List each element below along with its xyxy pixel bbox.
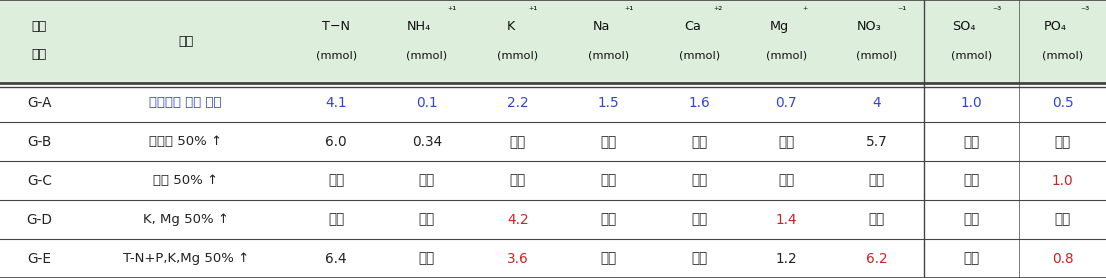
Text: 4.2: 4.2 <box>507 213 529 227</box>
Text: K, Mg 50% ↑: K, Mg 50% ↑ <box>143 213 229 226</box>
Text: 변화: 변화 <box>178 35 194 48</box>
Text: 상동: 상동 <box>328 174 344 188</box>
Text: 총질소 50% ↑: 총질소 50% ↑ <box>149 135 222 148</box>
Text: ⁻³: ⁻³ <box>1081 6 1089 16</box>
Text: 네덜란드 양액 기준: 네덜란드 양액 기준 <box>149 96 222 109</box>
Text: 상동: 상동 <box>691 252 708 265</box>
Text: G-B: G-B <box>28 135 52 149</box>
Text: 상동: 상동 <box>691 135 708 149</box>
Text: (mmol): (mmol) <box>498 51 539 61</box>
Bar <box>0 0 1106 83</box>
Text: 2.2: 2.2 <box>507 96 529 110</box>
Text: 4: 4 <box>873 96 881 110</box>
Text: 상동: 상동 <box>601 213 617 227</box>
Text: 1.2: 1.2 <box>775 252 797 265</box>
Text: 6.4: 6.4 <box>325 252 347 265</box>
Text: NO₃: NO₃ <box>857 20 881 33</box>
Text: ⁺¹: ⁺¹ <box>447 6 456 16</box>
Text: 0.34: 0.34 <box>411 135 442 149</box>
Text: 상동: 상동 <box>601 174 617 188</box>
Text: 6.2: 6.2 <box>866 252 888 265</box>
Text: 상동: 상동 <box>963 174 980 188</box>
Text: 0.7: 0.7 <box>775 96 797 110</box>
Text: 0.5: 0.5 <box>1052 96 1074 110</box>
Text: 상동: 상동 <box>963 135 980 149</box>
Text: T-N+P,K,Mg 50% ↑: T-N+P,K,Mg 50% ↑ <box>123 252 249 265</box>
Text: NH₄: NH₄ <box>407 20 431 33</box>
Text: G-C: G-C <box>27 174 52 188</box>
Text: 번호: 번호 <box>32 48 46 61</box>
Text: 상동: 상동 <box>601 252 617 265</box>
Text: SO₄: SO₄ <box>952 20 975 33</box>
Text: ⁺²: ⁺² <box>713 6 723 16</box>
Text: G-D: G-D <box>27 213 52 227</box>
Text: 상동: 상동 <box>691 213 708 227</box>
Text: 상동: 상동 <box>510 135 525 149</box>
Text: 6.0: 6.0 <box>325 135 347 149</box>
Text: 1.6: 1.6 <box>689 96 710 110</box>
Text: 0.1: 0.1 <box>416 96 438 110</box>
Text: 상동: 상동 <box>691 174 708 188</box>
Text: (mmol): (mmol) <box>315 51 356 61</box>
Text: 상동: 상동 <box>419 252 435 265</box>
Text: 인산 50% ↑: 인산 50% ↑ <box>153 174 218 187</box>
Text: G-E: G-E <box>28 252 51 265</box>
Text: 3.6: 3.6 <box>507 252 529 265</box>
Text: 상동: 상동 <box>778 135 794 149</box>
Text: ⁻³: ⁻³ <box>992 6 1001 16</box>
Text: 상동: 상동 <box>869 174 885 188</box>
Text: K: K <box>507 20 515 33</box>
Text: 1.4: 1.4 <box>775 213 797 227</box>
Text: ⁺¹: ⁺¹ <box>625 6 634 16</box>
Text: 상동: 상동 <box>1054 135 1071 149</box>
Text: ⁻¹: ⁻¹ <box>897 6 906 16</box>
Text: (mmol): (mmol) <box>1042 51 1083 61</box>
Text: 1.5: 1.5 <box>597 96 619 110</box>
Text: 상동: 상동 <box>328 213 344 227</box>
Text: PO₄: PO₄ <box>1044 20 1067 33</box>
Text: Ca: Ca <box>684 20 701 33</box>
Text: 5.7: 5.7 <box>866 135 888 149</box>
Text: (mmol): (mmol) <box>406 51 448 61</box>
Text: 상동: 상동 <box>510 174 525 188</box>
Text: 0.8: 0.8 <box>1052 252 1074 265</box>
Text: 상동: 상동 <box>778 174 794 188</box>
Text: 상동: 상동 <box>869 213 885 227</box>
Text: G-A: G-A <box>27 96 52 110</box>
Text: 4.1: 4.1 <box>325 96 347 110</box>
Text: (mmol): (mmol) <box>765 51 806 61</box>
Text: (mmol): (mmol) <box>679 51 720 61</box>
Text: 상동: 상동 <box>963 213 980 227</box>
Text: (mmol): (mmol) <box>588 51 629 61</box>
Text: 처리: 처리 <box>32 20 46 33</box>
Text: (mmol): (mmol) <box>856 51 897 61</box>
Text: 상동: 상동 <box>419 213 435 227</box>
Text: (mmol): (mmol) <box>951 51 992 61</box>
Text: ⁺: ⁺ <box>803 6 807 16</box>
Text: ⁺¹: ⁺¹ <box>529 6 538 16</box>
Text: Mg: Mg <box>770 20 789 33</box>
Text: 상동: 상동 <box>601 135 617 149</box>
Text: 1.0: 1.0 <box>961 96 982 110</box>
Text: 상동: 상동 <box>1054 213 1071 227</box>
Text: Na: Na <box>592 20 609 33</box>
Text: T−N: T−N <box>322 20 351 33</box>
Text: 상동: 상동 <box>963 252 980 265</box>
Text: 1.0: 1.0 <box>1052 174 1074 188</box>
Text: 상동: 상동 <box>419 174 435 188</box>
